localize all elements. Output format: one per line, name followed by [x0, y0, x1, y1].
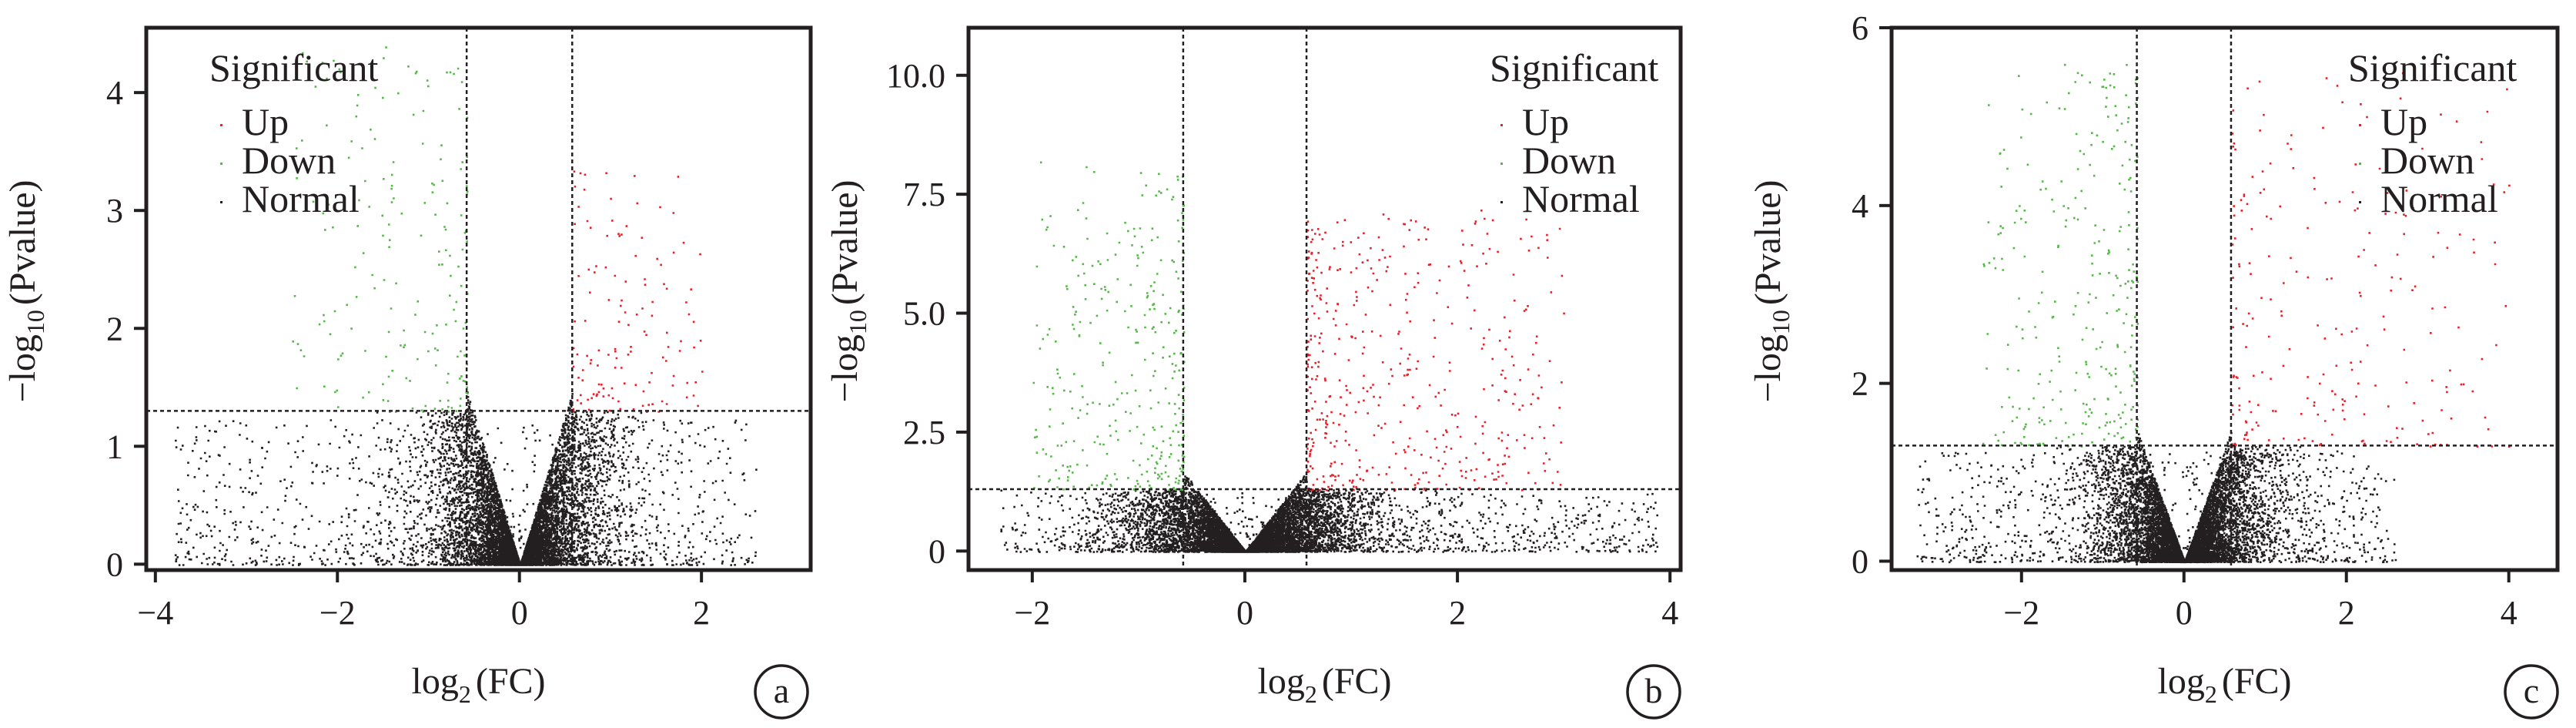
x-axis-label-subscript: 2: [1305, 680, 1317, 708]
x-tick-label: 0: [511, 594, 528, 632]
x-tick-label: −2: [2003, 594, 2039, 632]
y-axis-label-subscript: 10: [844, 310, 871, 334]
y-axis-label-subscript: 10: [22, 310, 49, 334]
plot-frame: [1889, 25, 2560, 572]
plot-frame: [966, 25, 1683, 572]
legend-marker-down: [220, 163, 222, 165]
y-axis-label-paren: (Pvalue): [825, 179, 865, 305]
panel-label-letter: c: [2524, 671, 2539, 710]
y-axis-label-base: −log: [825, 334, 865, 402]
series-down-points: [1982, 63, 2139, 448]
panel-label-letter: b: [1645, 671, 1663, 710]
y-axis-label-paren: (Pvalue): [1748, 179, 1788, 305]
series-up-points: [2231, 72, 2511, 448]
x-tick-label: 0: [2176, 594, 2193, 632]
x-axis-label-paren: (FC): [2222, 661, 2292, 702]
legend-marker-up: [1500, 124, 1503, 126]
panel-label-letter: a: [774, 671, 789, 710]
legend-entry-normal: Normal: [1522, 177, 1640, 220]
x-tick-label: 0: [1236, 594, 1253, 632]
x-axis-label: log2 (FC): [2157, 661, 2291, 708]
legend-marker-down: [2359, 163, 2361, 165]
y-axis-label-base: −log: [2, 334, 43, 402]
series-up-points: [572, 170, 704, 413]
y-axis-label-paren: (Pvalue): [2, 179, 43, 305]
y-axis-label-subscript: 10: [1767, 310, 1795, 334]
legend-entry-down: Down: [242, 139, 336, 182]
y-tick-label: 7.5: [903, 176, 945, 213]
y-axis-label: −log10 (Pvalue): [2, 179, 49, 402]
legend-marker-up: [220, 124, 222, 126]
legend-marker-normal: [1500, 201, 1503, 203]
legend-title: Significant: [209, 46, 379, 89]
x-axis-label-base: log: [1257, 661, 1304, 702]
x-axis-label-subscript: 2: [2205, 680, 2217, 708]
y-tick-label: 0: [106, 545, 123, 583]
series-normal-points: [1000, 475, 1659, 553]
x-axis-label-base: log: [2157, 661, 2204, 702]
series-up-points: [1306, 210, 1565, 491]
x-tick-label: −2: [319, 594, 356, 632]
legend-marker-down: [1500, 163, 1503, 165]
y-tick-label: 0: [1852, 542, 1868, 580]
x-axis-label-base: log: [411, 661, 458, 702]
x-tick-label: −2: [1014, 594, 1050, 632]
legend-title: Significant: [2348, 46, 2517, 89]
x-axis-label-paren: (FC): [1322, 661, 1392, 702]
y-tick-label: 4: [106, 74, 123, 112]
panel-label-circle: [2504, 664, 2559, 720]
y-tick-label: 2: [106, 310, 123, 347]
y-axis-label: −log10 (Pvalue): [825, 179, 871, 402]
y-tick-label: 4: [1852, 187, 1868, 225]
plot-frame: [144, 25, 813, 572]
legend-entry-down: Down: [1522, 139, 1616, 182]
series-normal-points: [1916, 431, 2397, 564]
legend-entry-up: Up: [242, 100, 289, 143]
legend-title: Significant: [1490, 46, 1659, 89]
legend-entry-normal: Normal: [242, 177, 360, 220]
panel-label-circle: [754, 664, 809, 720]
x-tick-label: 2: [2338, 594, 2355, 632]
y-tick-label: 10.0: [886, 57, 945, 95]
scatter-points: [1916, 63, 2511, 564]
y-tick-label: 5.0: [903, 295, 945, 333]
y-tick-label: 1: [106, 428, 123, 465]
legend-marker-up: [2359, 124, 2361, 126]
legend-entry-down: Down: [2380, 139, 2474, 182]
y-axis-label-base: −log: [1748, 334, 1788, 402]
series-down-points: [292, 46, 469, 414]
legend-entry-up: Up: [2380, 100, 2427, 143]
y-tick-label: 2: [1852, 365, 1868, 403]
y-tick-label: 2.5: [903, 414, 945, 451]
x-tick-label: 4: [2501, 594, 2517, 632]
y-tick-label: 6: [1852, 9, 1868, 47]
x-tick-label: 2: [693, 594, 710, 632]
legend-entry-up: Up: [1522, 100, 1569, 143]
y-tick-label: 3: [106, 192, 123, 230]
y-axis-label: −log10 (Pvalue): [1748, 179, 1795, 402]
y-tick-label: 0: [928, 532, 945, 570]
x-axis-label-subscript: 2: [459, 680, 471, 708]
legend-entry-normal: Normal: [2380, 177, 2498, 220]
panel-label-circle: [1626, 664, 1681, 720]
scatter-points: [1000, 161, 1659, 553]
x-axis-label-paren: (FC): [476, 661, 546, 702]
x-axis-label: log2 (FC): [411, 661, 545, 708]
legend-marker-normal: [2359, 201, 2361, 203]
x-tick-label: 2: [1449, 594, 1466, 632]
x-tick-label: −4: [137, 594, 173, 632]
series-down-points: [1032, 161, 1186, 491]
x-tick-label: 4: [1661, 594, 1678, 632]
legend-marker-normal: [220, 201, 222, 203]
x-axis-label: log2 (FC): [1257, 661, 1391, 708]
